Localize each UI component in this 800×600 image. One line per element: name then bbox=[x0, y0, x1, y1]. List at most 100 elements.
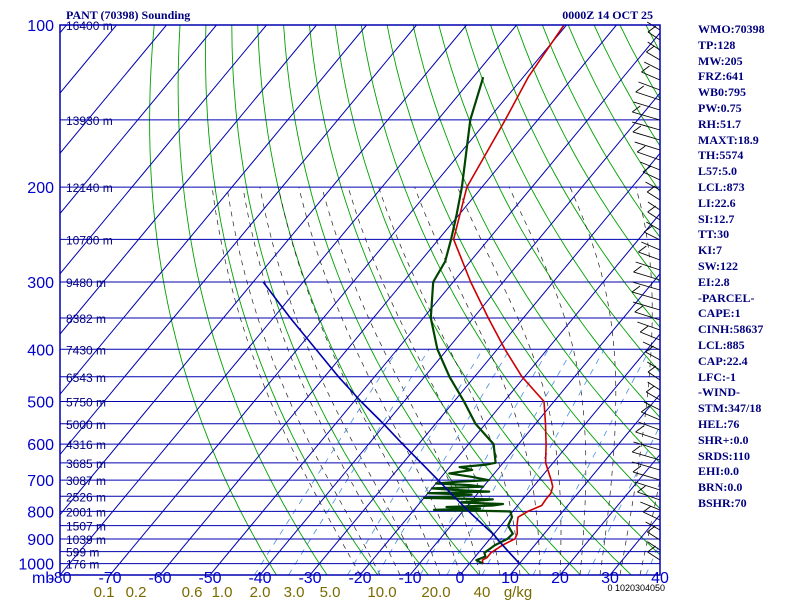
wind-barb bbox=[641, 241, 661, 251]
height-label: 9480 m bbox=[66, 276, 106, 290]
wind-barb bbox=[647, 25, 657, 33]
stat-line: WMO:70398 bbox=[698, 22, 765, 36]
wind-barb bbox=[631, 291, 661, 301]
isotherm bbox=[509, 393, 660, 575]
isotherm bbox=[459, 333, 660, 575]
height-label: 13930 m bbox=[66, 114, 113, 128]
moist-adiabat bbox=[242, 187, 401, 575]
wind-barb bbox=[635, 261, 661, 271]
mixing-ratio-label: 0.1 bbox=[94, 584, 115, 600]
height-label: 599 m bbox=[66, 546, 99, 560]
wind-barb bbox=[641, 65, 650, 73]
stat-line: STM:347/18 bbox=[698, 401, 762, 416]
mixing-ratio-line bbox=[532, 349, 651, 575]
dry-adiabat bbox=[149, 25, 277, 575]
stat-line: CAPE:1 bbox=[698, 306, 741, 321]
mixing-ratio-label: 10.0 bbox=[367, 584, 396, 600]
wind-barb bbox=[634, 305, 644, 313]
height-label: 2001 m bbox=[66, 505, 106, 519]
pressure-tick-label: 500 bbox=[27, 394, 54, 411]
temperature-tick-label: -60 bbox=[148, 570, 171, 587]
wind-barb bbox=[638, 421, 661, 431]
wind-barb bbox=[647, 371, 661, 381]
stat-line: L57:5.0 bbox=[698, 164, 737, 179]
wind-barb bbox=[647, 211, 661, 221]
height-label: 5750 m bbox=[66, 395, 106, 409]
wind-barb bbox=[647, 31, 661, 41]
isotherm bbox=[60, 25, 517, 575]
wind-barb bbox=[642, 341, 661, 351]
stat-line: BRN:0.0 bbox=[698, 480, 743, 495]
wind-barb bbox=[636, 145, 646, 153]
moist-adiabat bbox=[298, 187, 461, 575]
wind-barb bbox=[638, 81, 661, 91]
temperature-tick-label: 20 bbox=[551, 570, 569, 587]
stat-line: SHR+:0.0 bbox=[698, 432, 749, 447]
mixing-ratio-line bbox=[288, 349, 430, 575]
stat-line: LCL:885 bbox=[698, 337, 745, 352]
wind-barb bbox=[637, 151, 661, 161]
wind-barb bbox=[640, 501, 661, 511]
wind-barb bbox=[647, 361, 661, 371]
isotherm bbox=[60, 25, 217, 215]
isotherm bbox=[60, 25, 167, 155]
wind-barb bbox=[647, 541, 661, 551]
wind-barb bbox=[633, 441, 661, 451]
dry-adiabat bbox=[386, 25, 660, 510]
wind-barb bbox=[632, 451, 661, 461]
mixing-ratio-label: 0.2 bbox=[126, 584, 147, 600]
temperature-profile bbox=[452, 25, 565, 564]
stat-line: HEL:76 bbox=[698, 416, 740, 431]
wind-barb bbox=[641, 71, 661, 81]
pressure-tick-label: 600 bbox=[27, 437, 54, 454]
stat-line: EI:2.8 bbox=[698, 274, 730, 289]
dry-adiabat bbox=[464, 25, 660, 374]
stat-line: SW:122 bbox=[698, 258, 739, 273]
wind-barb bbox=[647, 365, 657, 373]
isotherm bbox=[60, 25, 417, 456]
wind-barb bbox=[633, 271, 661, 281]
moist-adiabat bbox=[278, 187, 441, 575]
moist-adiabat bbox=[226, 187, 381, 575]
stat-line: CINH:58637 bbox=[698, 322, 764, 337]
stat-line: -PARCEL- bbox=[698, 290, 755, 305]
stat-line: CAP:22.4 bbox=[698, 353, 748, 368]
wind-barb bbox=[642, 171, 661, 181]
wind-barb bbox=[632, 471, 661, 481]
moist-adiabat bbox=[211, 187, 361, 575]
wind-barb bbox=[647, 545, 656, 553]
plot-frame bbox=[59, 24, 661, 576]
isotherm bbox=[559, 453, 660, 575]
dry-adiabat bbox=[177, 25, 328, 575]
dry-adiabat bbox=[231, 25, 429, 575]
wind-barb bbox=[647, 205, 656, 213]
isotherm bbox=[60, 25, 367, 396]
wind-barb bbox=[635, 425, 644, 433]
height-label: 5000 m bbox=[66, 418, 106, 432]
wind-barb bbox=[646, 51, 661, 61]
mixing-ratio-line bbox=[376, 349, 511, 575]
height-label: 12140 m bbox=[66, 181, 113, 195]
wind-barb bbox=[632, 281, 661, 291]
stat-line: PW:0.75 bbox=[698, 100, 742, 115]
isotherm bbox=[60, 25, 467, 516]
stat-line: EHI:0.0 bbox=[698, 464, 740, 479]
height-label: 16400 m bbox=[66, 19, 113, 33]
moist-adiabat bbox=[457, 186, 562, 575]
isotherm bbox=[209, 32, 660, 575]
mixing-ratio-label: 2.0 bbox=[250, 584, 271, 600]
stat-line: -WIND- bbox=[698, 385, 740, 400]
wind-barb bbox=[633, 101, 661, 111]
wind-barb bbox=[643, 401, 661, 411]
wind-scale-label: 20 bbox=[625, 583, 635, 593]
dry-adiabat bbox=[438, 25, 660, 419]
wind-barb bbox=[631, 461, 661, 471]
profiles bbox=[262, 25, 565, 565]
moist-adiabat bbox=[508, 186, 587, 575]
wind-barb bbox=[645, 345, 654, 353]
wind-scale-label: 40 bbox=[645, 583, 655, 593]
stat-line: BSHR:70 bbox=[698, 495, 747, 510]
wind-barb bbox=[634, 141, 661, 151]
